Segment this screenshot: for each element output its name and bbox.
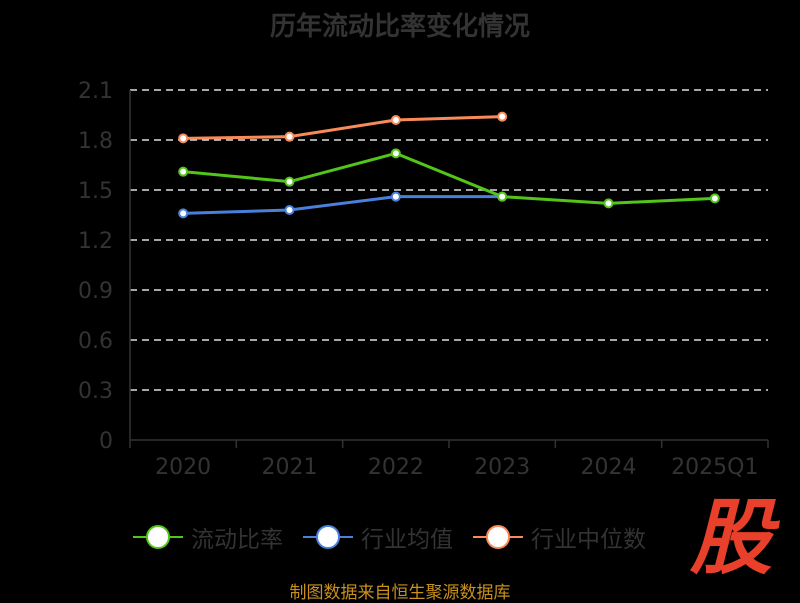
legend-item-industry-median[interactable]: 行业中位数 [473, 520, 646, 554]
legend-label: 行业均值 [361, 527, 453, 553]
legend-item-current-ratio[interactable]: 流动比率 [133, 520, 283, 554]
y-tick-label: 2.1 [78, 79, 113, 104]
data-point [178, 208, 189, 219]
x-tick-label: 2020 [155, 455, 211, 480]
data-point [497, 191, 508, 202]
series-line-0 [183, 151, 715, 205]
legend: 流动比率 行业均值 行业中位数 [133, 520, 646, 554]
y-tick-label: 0 [99, 429, 113, 454]
data-point [284, 176, 295, 187]
data-point [390, 191, 401, 202]
legend-label: 流动比率 [191, 527, 283, 553]
data-point [284, 131, 295, 142]
data-point [390, 148, 401, 159]
source-note: 制图数据来自恒生聚源数据库 [289, 583, 511, 603]
data-point [603, 198, 614, 209]
data-point [178, 133, 189, 144]
y-tick-label: 0.6 [78, 329, 113, 354]
legend-marker-icon [303, 525, 353, 549]
x-tick-label: 2025Q1 [671, 455, 758, 480]
data-point [284, 205, 295, 215]
y-tick-label: 0.9 [78, 279, 113, 304]
data-point [390, 115, 401, 125]
y-tick-label: 0.3 [78, 379, 113, 404]
data-point [709, 193, 720, 204]
x-tick-label: 2023 [474, 455, 530, 480]
y-tick-label: 1.5 [78, 179, 113, 204]
legend-label: 行业中位数 [531, 527, 646, 553]
data-point [178, 166, 189, 177]
x-tick-label: 2024 [581, 455, 637, 480]
chart-title: 历年流动比率变化情况 [269, 12, 530, 42]
x-tick-label: 2021 [262, 455, 318, 480]
series-line-2 [183, 115, 503, 140]
data-point [497, 111, 508, 122]
logo: 股 [690, 491, 772, 586]
y-tick-label: 1.2 [78, 229, 113, 254]
series-line-1 [183, 195, 503, 215]
x-tick-label: 2022 [368, 455, 424, 480]
y-tick-label: 1.8 [78, 129, 113, 154]
legend-marker-icon [133, 525, 183, 549]
legend-item-industry-mean[interactable]: 行业均值 [303, 520, 453, 554]
legend-marker-icon [473, 525, 523, 549]
